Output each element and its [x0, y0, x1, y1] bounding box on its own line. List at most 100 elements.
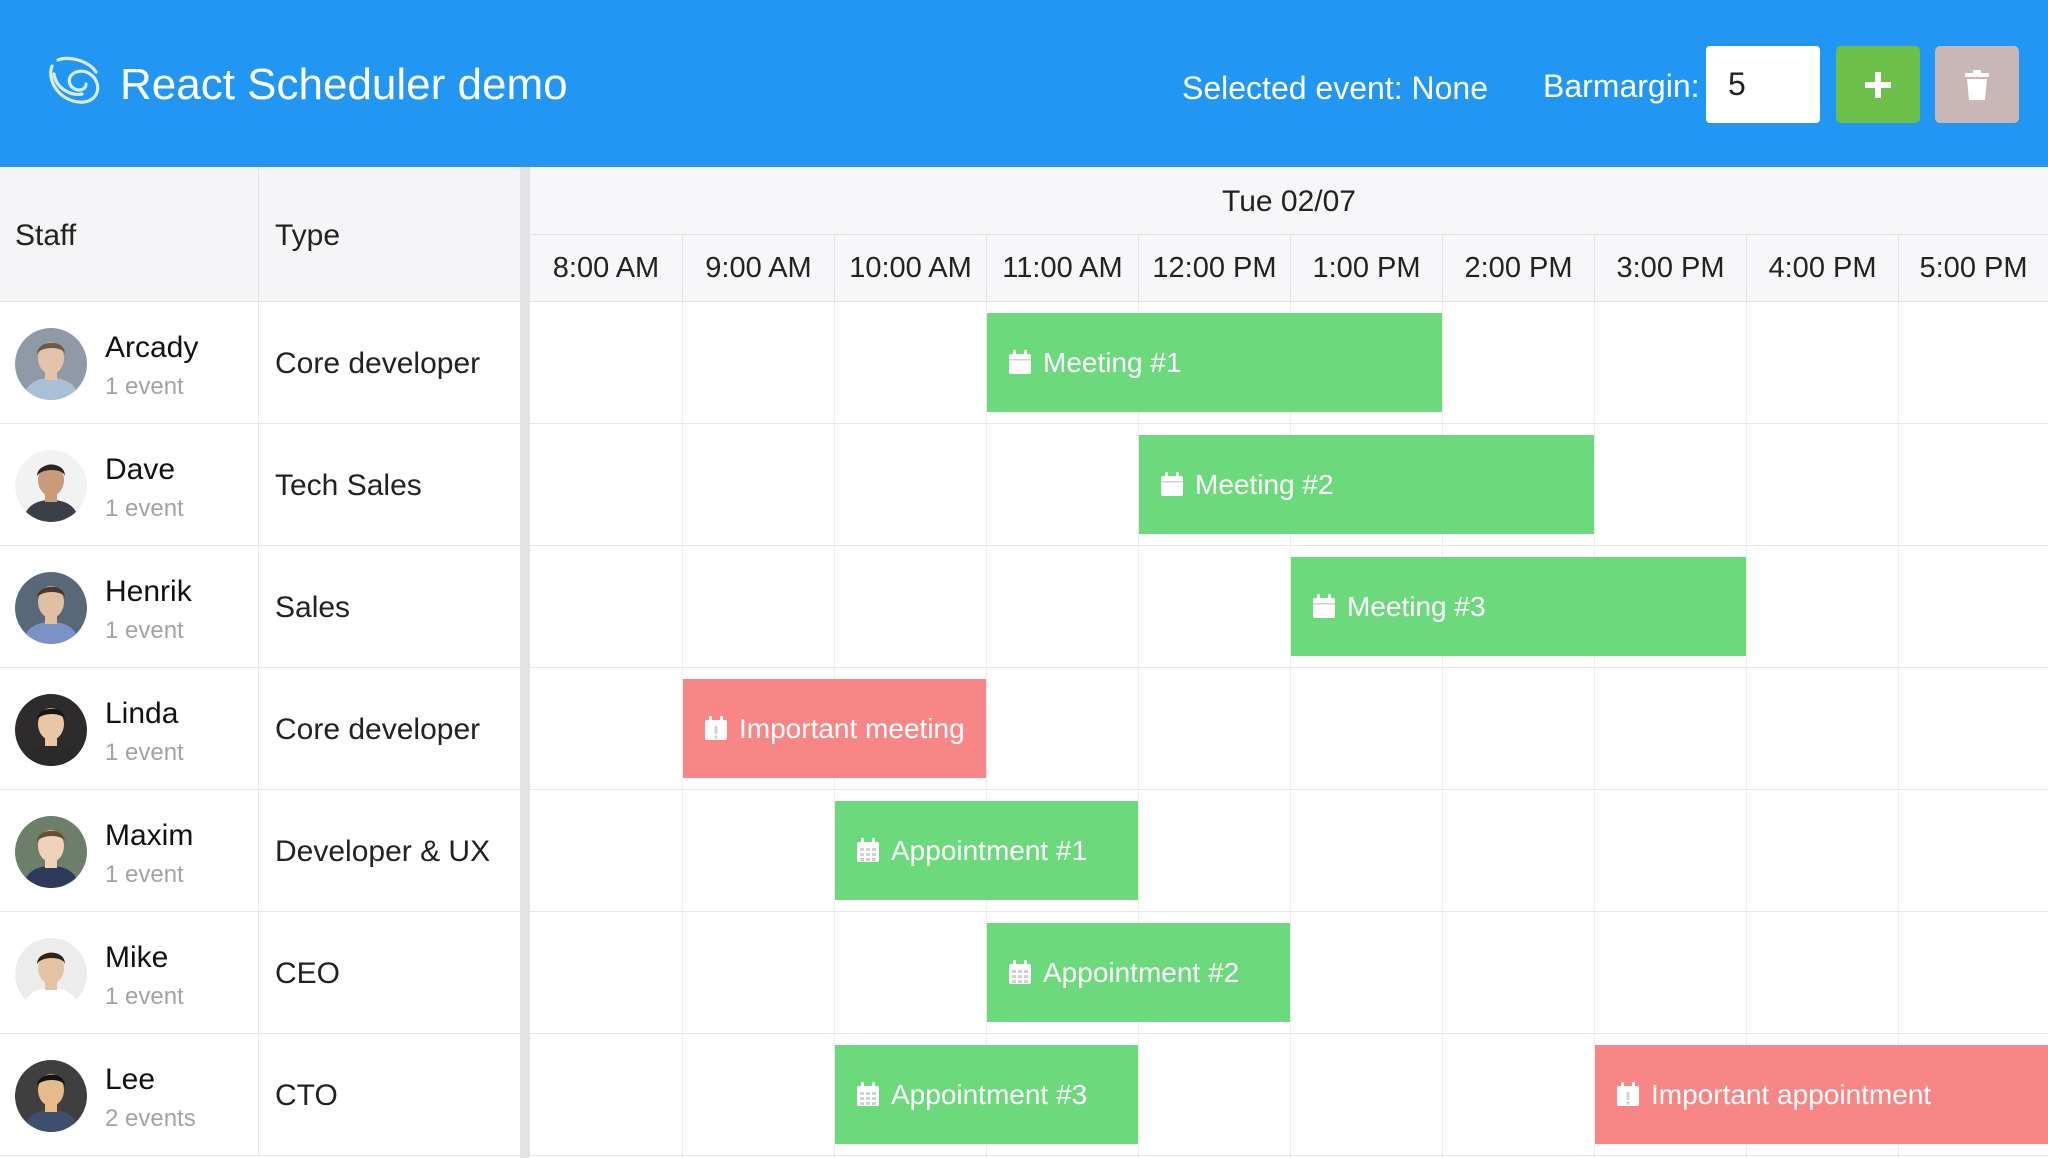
calendar-icon [1161, 472, 1183, 496]
timeline-grid[interactable]: Meeting #1 Meeting #2 Meeting #3 Important … [530, 302, 2048, 1158]
delete-event-button[interactable] [1935, 46, 2019, 123]
staff-type: CEO [275, 957, 341, 990]
event-bar[interactable]: Meeting #1 [987, 313, 1442, 412]
avatar [15, 816, 87, 888]
type-column-header[interactable]: Type [259, 167, 520, 302]
event-title: Appointment #1 [891, 835, 1088, 866]
staff-event-count: 1 event [105, 861, 184, 888]
event-bar[interactable]: Appointment #2 [987, 923, 1290, 1022]
staff-event-count: 1 event [105, 983, 184, 1010]
event-title: Appointment #2 [1043, 957, 1240, 988]
staff-type: CTO [275, 1079, 338, 1112]
row-gridline [530, 545, 2048, 546]
add-event-button[interactable] [1836, 46, 1920, 123]
hour-label: 3:00 PM [1594, 235, 1746, 302]
staff-event-count: 1 event [105, 373, 184, 400]
staff-type: Tech Sales [275, 469, 422, 502]
spiral-logo-icon [49, 56, 100, 104]
event-title: Appointment #3 [891, 1079, 1088, 1110]
hour-gridline [1442, 302, 1443, 1158]
hour-label: 10:00 AM [834, 235, 986, 302]
staff-name: Dave [105, 453, 176, 486]
avatar [15, 572, 87, 644]
app-title: React Scheduler demo [120, 60, 568, 109]
hour-label: 12:00 PM [1138, 235, 1290, 302]
hour-label: 5:00 PM [1898, 235, 2048, 302]
app-header: React Scheduler demo Selected event: Non… [0, 0, 2048, 167]
resource-row[interactable]: Linda 1 event Core developer [0, 668, 520, 790]
row-gridline [530, 423, 2048, 424]
resource-row[interactable]: Mike 1 event CEO [0, 912, 520, 1034]
hour-gridline [1898, 302, 1899, 1158]
event-bar[interactable]: Appointment #3 [835, 1045, 1138, 1144]
avatar [15, 450, 87, 522]
calendar-icon [1009, 350, 1031, 374]
staff-cell: Maxim 1 event [0, 790, 259, 911]
staff-name: Mike [105, 941, 169, 974]
hour-label: 1:00 PM [1290, 235, 1442, 302]
hour-gridline [682, 302, 683, 1158]
staff-cell: Lee 2 events [0, 1034, 259, 1155]
staff-name: Linda [105, 697, 179, 730]
avatar [15, 938, 87, 1010]
staff-cell: Henrik 1 event [0, 546, 259, 667]
hour-gridline [986, 302, 987, 1158]
event-bar[interactable]: Important meeting [683, 679, 986, 778]
row-gridline [530, 667, 2048, 668]
calendar-grid-icon [857, 1082, 879, 1106]
selected-event-label: Selected event: None [1182, 70, 1488, 106]
staff-event-count: 1 event [105, 617, 184, 644]
staff-type: Developer & UX [275, 835, 491, 868]
staff-event-count: 1 event [105, 495, 184, 522]
resource-row[interactable]: Arcady 1 event Core developer [0, 302, 520, 424]
hour-gridline [1138, 302, 1139, 1158]
staff-event-count: 1 event [105, 739, 184, 766]
event-bar[interactable]: Meeting #2 [1139, 435, 1594, 534]
event-title: Meeting #3 [1347, 591, 1486, 622]
row-gridline [530, 1033, 2048, 1034]
resource-row[interactable]: Dave 1 event Tech Sales [0, 424, 520, 546]
staff-type: Core developer [275, 713, 481, 746]
event-title: Meeting #2 [1195, 469, 1334, 500]
hour-label: 8:00 AM [552, 252, 660, 284]
staff-cell: Mike 1 event [0, 912, 259, 1033]
staff-name: Arcady [105, 331, 199, 364]
calendar-grid-icon [857, 838, 879, 862]
row-gridline [530, 789, 2048, 790]
staff-type: Core developer [275, 347, 481, 380]
event-bar[interactable]: Important appointment [1595, 1045, 2048, 1144]
hour-label: 9:00 AM [682, 235, 834, 302]
staff-cell: Arcady 1 event [0, 302, 259, 423]
hour-label: 11:00 AM [986, 235, 1138, 302]
barmargin-input[interactable] [1706, 46, 1820, 123]
event-bar[interactable]: Appointment #1 [835, 801, 1138, 900]
plus-icon [1865, 71, 1891, 98]
hour-gridline [1594, 302, 1595, 1158]
event-title: Meeting #1 [1043, 347, 1182, 378]
calendar-exclamation-icon [705, 716, 727, 740]
staff-cell: Linda 1 event [0, 668, 259, 789]
resource-row[interactable]: Henrik 1 event Sales [0, 546, 520, 668]
avatar [15, 328, 87, 400]
hour-header-row: 8:00 AM 9:00 AM 10:00 AM 11:00 AM 12:00 PM 1:… [530, 235, 2048, 302]
staff-cell: Dave 1 event [0, 424, 259, 545]
staff-name: Lee [105, 1063, 156, 1096]
avatar [15, 1060, 87, 1132]
calendar-grid-icon [1009, 960, 1031, 984]
avatar [15, 694, 87, 766]
resource-row[interactable]: Lee 2 events CTO [0, 1034, 520, 1156]
hour-gridline [1290, 302, 1291, 1158]
staff-type: Sales [275, 591, 351, 624]
resource-row[interactable]: Maxim 1 event Developer & UX [0, 790, 520, 912]
event-bar[interactable]: Meeting #3 [1291, 557, 1746, 656]
hour-label: 2:00 PM [1442, 235, 1594, 302]
date-header: Tue 02/07 [530, 167, 2048, 235]
staff-name: Maxim [105, 819, 194, 852]
calendar-icon [1313, 594, 1335, 618]
hour-gridline [1746, 302, 1747, 1158]
staff-name: Henrik [105, 575, 192, 608]
staff-column-header[interactable]: Staff [0, 167, 259, 302]
staff-event-count: 2 events [105, 1105, 196, 1132]
pane-splitter[interactable] [520, 167, 530, 1158]
row-gridline [530, 911, 2048, 912]
